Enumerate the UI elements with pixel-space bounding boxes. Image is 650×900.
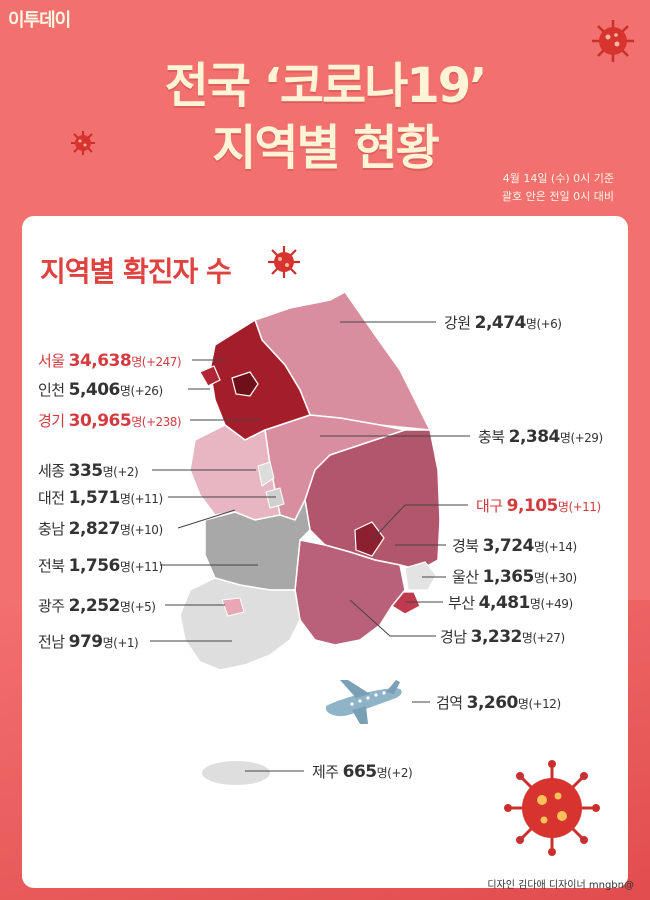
region-sejong: [257, 461, 275, 487]
label-gangwon: 강원 2,474명(+6): [444, 313, 562, 333]
region-jeonnam: [179, 577, 301, 671]
label-jeonnam: 전남 979명(+1): [38, 632, 139, 652]
label-quarantine: 검역 3,260명(+12): [436, 693, 561, 713]
region-daejeon: [265, 487, 285, 509]
region-ulsan: [404, 561, 437, 591]
label-jeonbuk: 전북 1,756명(+11): [38, 556, 163, 576]
virus-icon: [268, 246, 300, 278]
credit: 디자인 김다애 디자이너 mngbn@: [487, 880, 634, 891]
page-title-line1: 전국 ‘코로나19’: [164, 58, 488, 114]
label-daegu: 대구 9,105명(+11): [476, 496, 601, 516]
compare-note: 괄호 안은 전일 0시 대비: [501, 190, 614, 203]
virus-icon: [71, 131, 95, 155]
virus-icon: [504, 760, 600, 856]
date-note: 4월 14일 (수) 0시 기준: [502, 172, 614, 185]
label-sejong: 세종 335명(+2): [38, 461, 139, 481]
label-busan: 부산 4,481명(+49): [448, 593, 573, 613]
label-seoul: 서울 34,638명(+247): [38, 351, 182, 371]
label-ulsan: 울산 1,365명(+30): [452, 567, 577, 587]
region-jeju: [202, 761, 270, 785]
label-gyeongbuk: 경북 3,724명(+14): [452, 536, 577, 556]
page-title-line2: 지역별 현황: [212, 120, 440, 176]
card-title: 지역별 확진자 수: [40, 255, 232, 288]
airplane-icon: [326, 680, 402, 724]
virus-icon: [592, 20, 634, 62]
label-chungnam: 충남 2,827명(+10): [38, 519, 163, 539]
label-gwangju: 광주 2,252명(+5): [38, 596, 156, 616]
region-daegu: [354, 521, 385, 557]
region-gwangju: [221, 597, 245, 617]
label-gyeonggi: 경기 30,965명(+238): [38, 411, 182, 431]
label-incheon: 인천 5,406명(+26): [38, 380, 163, 400]
logo: 이투데이: [8, 10, 71, 31]
label-chungbuk: 충북 2,384명(+29): [478, 427, 603, 447]
region-incheon: [199, 365, 221, 387]
label-gyeongnam: 경남 3,232명(+27): [440, 627, 565, 647]
region-seoul: [231, 371, 259, 397]
region-gyeonggi: [209, 318, 311, 441]
label-jeju: 제주 665명(+2): [312, 762, 413, 782]
label-daejeon: 대전 1,571명(+11): [38, 488, 163, 508]
